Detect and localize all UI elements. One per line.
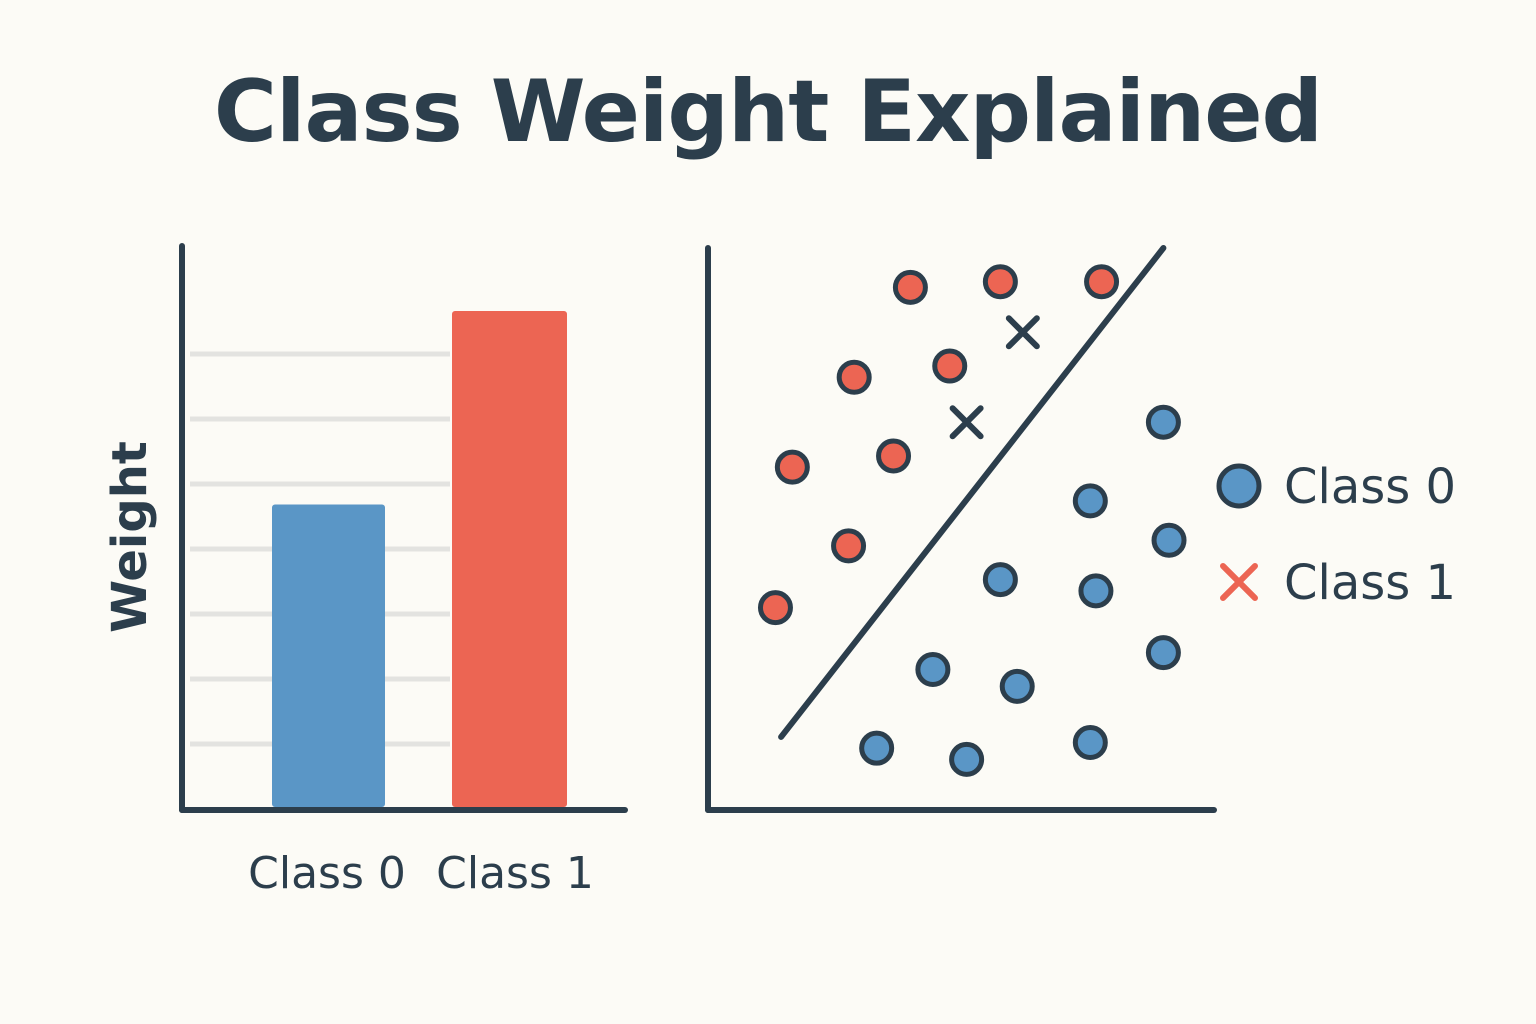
scatter-point-class-1-x — [949, 405, 984, 440]
scatter-point-class-0 — [1145, 404, 1181, 440]
scatter-point-class-0 — [1151, 522, 1187, 558]
scatter-point-class-1 — [1084, 264, 1120, 300]
scatter-point-class-1 — [982, 264, 1018, 300]
scatter-point-class-1 — [932, 348, 968, 384]
scatter-point-class-1 — [757, 590, 793, 626]
bar-x-tick-label: Class 1 — [436, 848, 594, 899]
scatter-point-class-1-x — [1005, 315, 1040, 350]
scatter-point-class-0 — [859, 730, 895, 766]
bar-chart: Weight Class 0 Class 1 — [102, 243, 628, 899]
page-title: Class Weight Explained — [213, 62, 1323, 162]
bar-y-axis-label: Weight — [102, 441, 158, 633]
decision-boundary-line — [778, 245, 1167, 740]
legend-label: Class 0 — [1284, 459, 1456, 515]
scatter-chart — [705, 245, 1217, 813]
scatter-points — [757, 264, 1187, 777]
scatter-point-class-0 — [1078, 573, 1114, 609]
scatter-point-class-0 — [949, 741, 985, 777]
scatter-point-class-0 — [1072, 483, 1108, 519]
scatter-point-class-0 — [1072, 725, 1108, 761]
scatter-legend: Class 0 Class 1 — [1216, 459, 1456, 611]
scatter-point-class-1 — [892, 269, 928, 305]
scatter-point-class-1 — [774, 449, 810, 485]
bar-class-1 — [452, 311, 567, 807]
bar-series — [272, 311, 567, 807]
bar-x-tick-label: Class 0 — [248, 848, 406, 899]
scatter-point-class-1 — [876, 438, 912, 474]
scatter-point-class-0 — [1145, 635, 1181, 671]
scatter-point-class-0 — [999, 668, 1035, 704]
scatter-point-class-0 — [982, 562, 1018, 598]
legend-marker-circle — [1216, 463, 1262, 509]
scatter-point-class-0 — [915, 652, 951, 687]
scatter-point-class-1 — [831, 528, 867, 564]
legend-marker-x — [1220, 563, 1258, 601]
bar-x-tick-labels: Class 0 Class 1 — [248, 848, 594, 899]
scatter-point-class-1 — [836, 359, 872, 395]
bar-class-0 — [272, 504, 385, 807]
legend-label: Class 1 — [1284, 555, 1456, 611]
